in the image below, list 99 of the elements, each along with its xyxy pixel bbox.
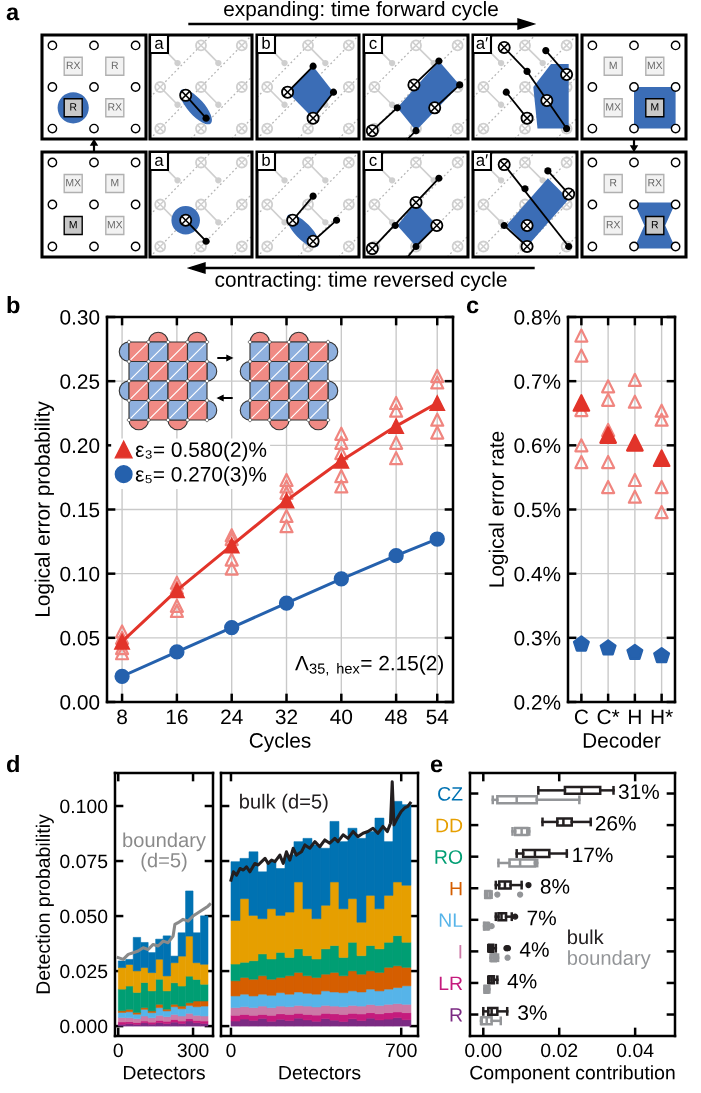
x-tick-label: 300 — [177, 1043, 209, 1058]
text: RX — [66, 61, 81, 69]
text: contracting: time reversed cycle — [215, 271, 507, 291]
y-tick-label: 0.5% — [514, 502, 561, 518]
annotation: 4% — [519, 942, 549, 957]
legend-label: ε₃= 0.580(2)% — [135, 441, 267, 462]
text: M — [111, 179, 119, 187]
y-tick-label: 0.7% — [514, 374, 561, 389]
annotation: 31% — [618, 784, 659, 800]
text: a′ — [476, 37, 488, 49]
y-tick-label: 0.15 — [60, 502, 100, 518]
x-axis-title: Cycles — [249, 732, 311, 752]
y-tick-label: R — [450, 1008, 463, 1022]
series-label: boundary (d=5) — [123, 832, 206, 872]
text: MX — [606, 103, 621, 111]
text: MX — [647, 61, 663, 69]
y-tick-label: I — [459, 945, 462, 959]
series-label: bulk (d=5) — [240, 793, 328, 813]
text: a — [6, 7, 20, 21]
annotation: 4% — [507, 973, 537, 989]
y-tick-label: 0.4% — [514, 566, 561, 582]
annotation: 7% — [527, 910, 556, 926]
x-tick-label: C — [574, 709, 589, 725]
y-tick-label: H — [450, 881, 462, 896]
x-tick-label: 0.00 — [465, 1043, 502, 1058]
y-tick-label: CZ — [438, 786, 463, 801]
x-tick-label: 54 — [426, 709, 449, 725]
chart-title: d — [6, 755, 19, 773]
text: M — [609, 61, 617, 69]
chart-title: e — [430, 759, 443, 773]
x-tick-label: H* — [651, 709, 673, 725]
annotation: 17% — [573, 847, 613, 863]
text: RX — [648, 179, 662, 187]
y-tick-label: 0.6% — [514, 438, 561, 454]
x-tick-label: 0.04 — [616, 1043, 654, 1058]
y-tick-label: 0.050 — [60, 909, 108, 924]
text: RX — [606, 221, 621, 229]
text: R — [610, 179, 617, 187]
legend-label: ε₅= 0.270(3)% — [135, 466, 267, 486]
text: a — [155, 39, 164, 49]
text: c — [369, 39, 377, 49]
y-tick-label: 0.2% — [514, 695, 561, 710]
x-tick-label: 40 — [330, 709, 353, 725]
x-tick-label: 8 — [117, 709, 127, 725]
y-tick-label: 0.00 — [60, 695, 100, 710]
text: R — [111, 61, 119, 69]
y-axis-title: Logical error rate — [488, 431, 509, 587]
text: MX — [107, 221, 123, 229]
y-axis-title: Detection probabilitiy — [35, 814, 54, 994]
x-axis-title: Detectors — [279, 1065, 361, 1080]
y-tick-label: 0.05 — [60, 630, 100, 646]
x-tick-label: 0 — [113, 1043, 123, 1058]
y-tick-label: 0.100 — [60, 799, 108, 814]
x-tick-label: 700 — [386, 1043, 417, 1058]
y-tick-label: 0.000 — [60, 1019, 108, 1034]
annotation: 3% — [518, 1005, 547, 1021]
x-tick-label: 48 — [385, 709, 407, 725]
text: R — [651, 221, 659, 229]
x-tick-label: C* — [597, 709, 620, 725]
x-tick-label: 16 — [166, 709, 188, 725]
y-tick-label: DD — [436, 818, 463, 833]
annotation: 26% — [595, 815, 636, 831]
x-axis-title: Component contribution — [470, 1065, 675, 1084]
text: bulk — [568, 929, 604, 945]
y-tick-label: 0.30 — [60, 310, 100, 325]
y-tick-label: 0.20 — [60, 438, 100, 454]
text: boundary — [568, 950, 651, 969]
text: R — [70, 103, 77, 111]
text: M — [69, 221, 77, 229]
y-tick-label: 0.8% — [514, 310, 561, 325]
text: expanding: time forward cycle — [224, 1, 498, 21]
x-axis-title: Detectors — [123, 1065, 205, 1080]
chart-title: b — [7, 296, 20, 314]
x-tick-label: 0.02 — [541, 1043, 578, 1058]
text: a′ — [476, 154, 488, 166]
text: M — [651, 103, 659, 111]
x-tick-label: 32 — [275, 709, 298, 725]
y-axis-title: Logical error probability — [34, 401, 54, 617]
annotation: Λ$_{35, hex}$= 2.15(2) — [295, 655, 443, 676]
y-tick-label: 0.075 — [60, 854, 108, 869]
y-tick-label: 0.25 — [60, 374, 100, 389]
y-tick-label: 0.10 — [60, 566, 100, 582]
x-tick-label: H — [629, 709, 641, 725]
x-tick-label: 0 — [226, 1043, 236, 1058]
x-axis-title: Decoder — [583, 732, 661, 748]
y-tick-label: NL — [439, 913, 463, 927]
text: b — [262, 153, 270, 166]
y-tick-label: LR — [439, 976, 463, 990]
y-tick-label: RO — [435, 850, 463, 864]
text: RX — [108, 103, 122, 111]
annotation: 8% — [540, 879, 570, 894]
y-tick-label: 0.3% — [514, 630, 561, 646]
text: a — [155, 156, 164, 166]
text: c — [369, 156, 377, 166]
text: b — [262, 36, 270, 49]
chart-title: c — [466, 300, 479, 314]
x-tick-label: 24 — [221, 709, 243, 725]
y-tick-label: 0.025 — [60, 964, 108, 979]
text: MX — [66, 179, 81, 187]
